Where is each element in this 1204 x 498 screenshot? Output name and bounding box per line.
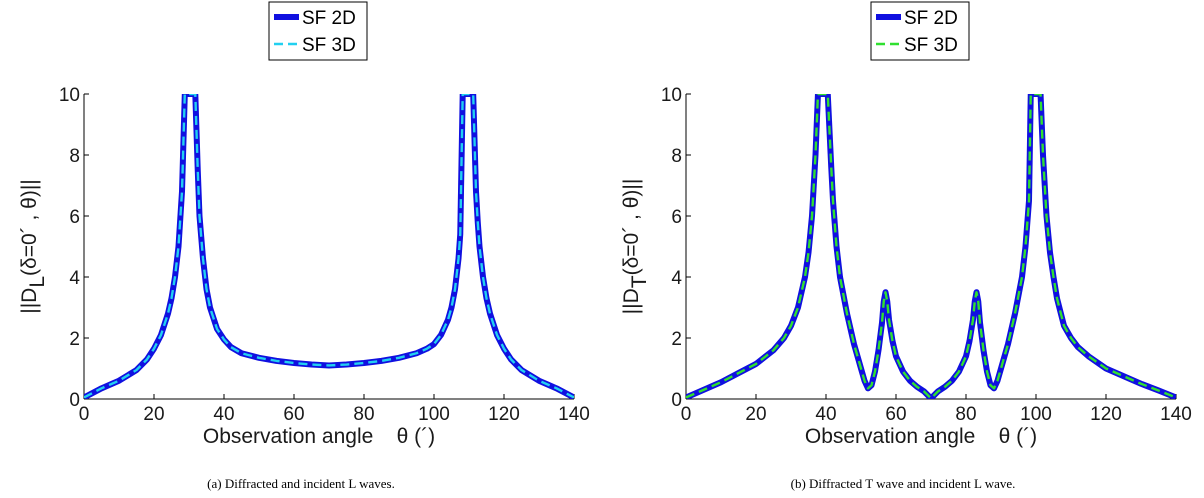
x-tick-label: 0: [79, 404, 90, 425]
x-tick-label: 80: [353, 404, 374, 425]
legend: SF 2D SF 3D: [268, 1, 368, 61]
x-tick-label: 120: [488, 404, 520, 425]
y-tick-label: 10: [661, 85, 682, 106]
y-tick-label: 0: [69, 390, 80, 411]
x-axis-label: Observation angle θ (´): [203, 425, 435, 448]
chart-panel-a: 0 20 40 60 80 100 120 140 0 2 4 6 8 10 Observation ang…: [18, 1, 590, 491]
y-tick-label: 8: [671, 146, 682, 167]
series-group: [84, 94, 574, 399]
legend-label: SF 2D: [302, 8, 356, 29]
caption-b: (b) Diffracted T wave and incident L wav…: [790, 476, 1016, 491]
legend-box: [268, 1, 368, 61]
x-tick-label: 80: [955, 404, 976, 425]
legend: SF 2D SF 3D: [870, 1, 970, 61]
y-axis-label: ||DT(δ=0´ , θ)||: [620, 179, 651, 315]
chart-svg-a: 0 20 40 60 80 100 120 140 0 2 4 6 8 10 Observation ang…: [18, 1, 590, 448]
y-tick-label: 4: [69, 268, 80, 289]
legend-box: [870, 1, 970, 61]
y-axis-label: ||DL(δ=0´ , θ)||: [18, 179, 49, 313]
y-tick-label: 10: [59, 85, 80, 106]
x-tick-label: 140: [1160, 404, 1192, 425]
chart-panel-b: 0 20 40 60 80 100 120 140 0 2 4 6 8 10 Observation ang…: [602, 0, 1204, 498]
chart-svg-b: 0 20 40 60 80 100 120 140 0 2 4 6 8 10 Observation ang…: [620, 1, 1192, 448]
y-axis-label-sub: T: [628, 275, 651, 288]
series-line-sf-3d: [686, 94, 1176, 399]
x-tick-label: 20: [745, 404, 766, 425]
legend-label: SF 3D: [904, 35, 958, 56]
y-tick-label: 0: [671, 390, 682, 411]
series-line-sf-3d: [84, 94, 574, 399]
x-tick-label: 100: [1020, 404, 1052, 425]
x-axis-label: Observation angle θ (´): [805, 425, 1037, 448]
y-axis-label-pre: ||D: [620, 288, 643, 314]
y-axis-label-post: (δ=0´ , θ)||: [620, 179, 643, 276]
y-axis-label-pre: ||D: [18, 288, 41, 314]
y-tick-label: 8: [69, 146, 80, 167]
x-tick-label: 20: [143, 404, 164, 425]
y-tick-label: 2: [69, 329, 80, 350]
y-tick-label: 4: [671, 268, 682, 289]
series-line-sf-2d: [84, 94, 574, 399]
y-tick-label: 6: [671, 207, 682, 228]
x-tick-label: 40: [213, 404, 234, 425]
x-tick-label: 60: [885, 404, 906, 425]
y-tick-label: 2: [671, 329, 682, 350]
x-tick-label: 60: [283, 404, 304, 425]
legend-label: SF 2D: [904, 8, 958, 29]
x-tick-label: 140: [558, 404, 590, 425]
legend-label: SF 3D: [302, 35, 356, 56]
x-tick-label: 100: [418, 404, 450, 425]
x-tick-label: 40: [815, 404, 836, 425]
series-group: [686, 94, 1176, 399]
series-line-sf-2d: [686, 94, 1176, 399]
caption-a: (a) Diffracted and incident L waves.: [207, 476, 395, 491]
y-tick-label: 6: [69, 207, 80, 228]
y-axis-label-post: (δ=0´ , θ)||: [18, 179, 41, 276]
x-tick-label: 0: [681, 404, 692, 425]
x-tick-label: 120: [1090, 404, 1122, 425]
y-axis-label-sub: L: [26, 276, 49, 288]
